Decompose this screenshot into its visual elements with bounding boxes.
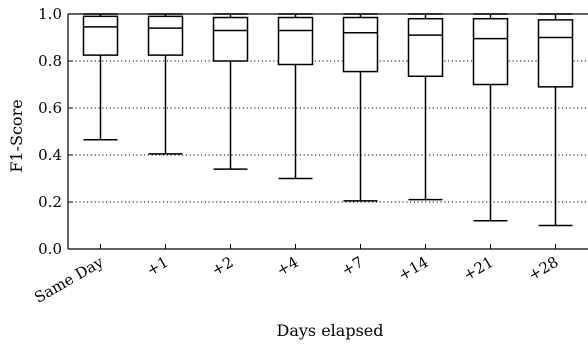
x-tick-label: +7	[338, 253, 366, 280]
x-tick-label: Same Day	[31, 253, 107, 307]
box-iqr	[82, 15, 119, 56]
x-tick-label: +4	[273, 253, 301, 280]
y-tick-labels: 0.0 0.2 0.4 0.6 0.8 1.0	[38, 5, 62, 258]
box-0	[82, 13, 119, 141]
box-series	[82, 13, 574, 227]
box-iqr	[147, 15, 184, 56]
box-iqr	[342, 16, 379, 73]
box-iqr	[212, 16, 249, 62]
x-tick-label: +14	[395, 253, 431, 284]
y-tick-label: 0.6	[38, 99, 62, 117]
grid-lines	[68, 60, 588, 203]
box-2	[212, 13, 249, 170]
box-iqr	[277, 16, 314, 66]
y-tick-label: 1.0	[38, 5, 62, 23]
x-tick-label: +21	[460, 253, 496, 284]
x-tick-label: +28	[525, 253, 561, 284]
box-iqr	[537, 19, 574, 88]
x-axis-label: Days elapsed	[277, 321, 384, 340]
box-4	[342, 13, 379, 202]
box-iqr	[407, 17, 444, 78]
x-tick-labels: Same Day +1 +2 +4 +7 +14 +21 +28	[31, 253, 561, 307]
box-iqr	[472, 17, 509, 86]
box-3	[277, 13, 314, 180]
y-tick-label: 0.8	[38, 52, 62, 70]
x-tick-label: +2	[208, 253, 236, 280]
y-tick-label: 0.0	[38, 240, 62, 258]
y-axis-label: F1-Score	[7, 99, 26, 172]
axes	[67, 13, 588, 250]
box-5	[407, 13, 444, 201]
box-6	[472, 13, 509, 222]
y-tick-label: 0.4	[38, 146, 62, 164]
x-tick-label: +1	[143, 253, 171, 280]
y-tick-label: 0.2	[38, 193, 62, 211]
box-7	[537, 13, 574, 227]
box-1	[147, 13, 184, 155]
